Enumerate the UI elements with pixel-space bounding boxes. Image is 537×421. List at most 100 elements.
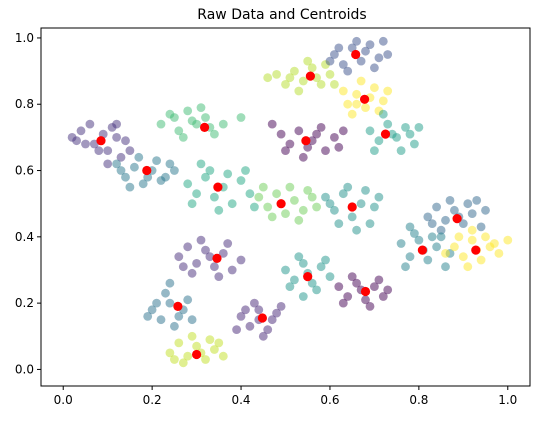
data-point <box>378 109 388 119</box>
data-point <box>174 312 184 321</box>
x-tick-label: 1.0 <box>498 393 517 407</box>
data-point <box>134 152 144 162</box>
data-point <box>463 199 473 209</box>
data-point <box>281 265 290 275</box>
data-point <box>494 249 504 258</box>
data-point <box>343 99 353 109</box>
data-point <box>232 325 242 334</box>
data-point <box>174 252 184 262</box>
data-point <box>334 142 344 152</box>
data-point <box>112 133 121 142</box>
data-point <box>143 312 153 321</box>
data-point <box>352 89 361 99</box>
data-point <box>201 113 210 122</box>
centroids-layer <box>96 49 481 360</box>
data-point <box>303 56 313 66</box>
data-point <box>89 139 99 149</box>
data-point <box>298 292 308 301</box>
data-point <box>294 215 304 225</box>
data-point <box>467 235 477 245</box>
data-point <box>276 302 286 311</box>
data-point <box>174 126 184 136</box>
data-point <box>196 103 206 112</box>
data-point <box>236 113 246 122</box>
data-point <box>405 222 415 232</box>
data-point <box>187 331 197 341</box>
data-point <box>165 278 175 288</box>
data-point <box>170 113 179 122</box>
data-point <box>325 272 335 281</box>
data-point <box>290 275 299 285</box>
data-point <box>374 53 384 63</box>
data-point <box>410 229 419 238</box>
data-point <box>210 192 219 202</box>
data-point <box>356 56 366 66</box>
data-point <box>201 355 210 364</box>
data-point <box>352 225 361 235</box>
data-point <box>441 262 450 272</box>
centroid-point <box>301 136 311 146</box>
data-point <box>298 152 308 162</box>
centroid-point <box>360 286 371 297</box>
data-point <box>338 126 348 136</box>
data-point <box>427 232 437 242</box>
data-point <box>125 182 135 192</box>
data-point <box>254 305 264 315</box>
data-point <box>263 73 273 83</box>
data-point <box>463 262 473 272</box>
data-point <box>250 202 259 212</box>
data-point <box>294 86 304 96</box>
data-point <box>312 285 321 295</box>
data-point <box>378 36 388 46</box>
data-point <box>298 76 308 86</box>
centroid-point <box>200 122 210 132</box>
data-point <box>370 63 379 73</box>
data-point <box>476 222 486 232</box>
data-point <box>405 252 415 262</box>
data-point <box>347 272 357 281</box>
data-point <box>374 192 384 202</box>
data-point <box>441 249 450 258</box>
data-point <box>103 159 113 169</box>
data-point <box>94 146 104 156</box>
data-point <box>152 298 162 308</box>
data-point <box>170 166 179 175</box>
data-point <box>76 126 86 136</box>
data-point <box>387 129 397 139</box>
x-tick-label: 0.8 <box>409 393 428 407</box>
data-point <box>170 355 179 364</box>
data-point <box>241 166 250 175</box>
data-point <box>307 278 317 288</box>
data-point <box>330 133 339 142</box>
centroid-point <box>213 182 223 192</box>
data-point <box>147 305 157 315</box>
data-point <box>121 172 130 182</box>
centroid-point <box>276 199 286 209</box>
data-point <box>458 219 468 229</box>
data-point <box>325 199 335 209</box>
data-point <box>218 119 228 129</box>
centroid-point <box>360 94 370 104</box>
data-point <box>383 50 393 59</box>
data-point <box>378 96 388 106</box>
data-point <box>396 146 406 156</box>
data-point <box>445 196 455 205</box>
data-point <box>334 219 344 229</box>
data-point <box>285 282 295 291</box>
centroid-point <box>471 245 481 255</box>
data-point <box>236 312 246 321</box>
data-point <box>276 129 286 139</box>
data-point <box>210 345 219 354</box>
data-point <box>365 302 375 311</box>
data-point <box>334 282 344 291</box>
data-point <box>476 255 486 265</box>
data-point <box>116 152 126 162</box>
data-point <box>72 136 81 146</box>
data-point <box>218 351 228 361</box>
data-point <box>258 331 268 341</box>
data-point <box>338 189 348 199</box>
y-tick-label: 1.0 <box>15 31 34 45</box>
data-point <box>161 172 170 182</box>
data-point <box>290 66 299 76</box>
data-point <box>383 285 393 295</box>
